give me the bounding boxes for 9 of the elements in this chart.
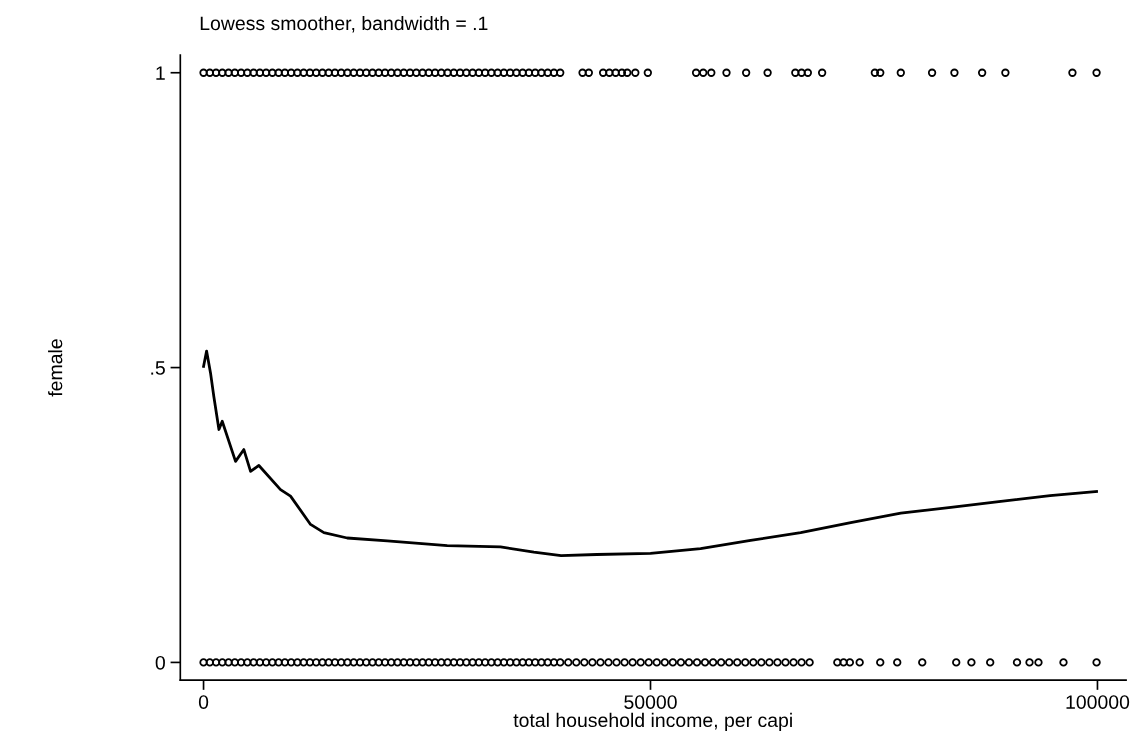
y-tick-label: .5 xyxy=(151,361,165,375)
x-axis-title: total household income, per capi xyxy=(513,712,792,731)
chart-title: Lowess smoother, bandwidth = .1 xyxy=(200,15,488,33)
y-axis-title: female xyxy=(48,339,63,397)
x-tick-label: 0 xyxy=(198,695,209,709)
y-tick-label: 1 xyxy=(156,66,165,80)
y-tick-label: 0 xyxy=(155,655,165,670)
x-tick-label: 100000 xyxy=(1066,695,1130,709)
x-tick-label: 50000 xyxy=(624,695,677,709)
